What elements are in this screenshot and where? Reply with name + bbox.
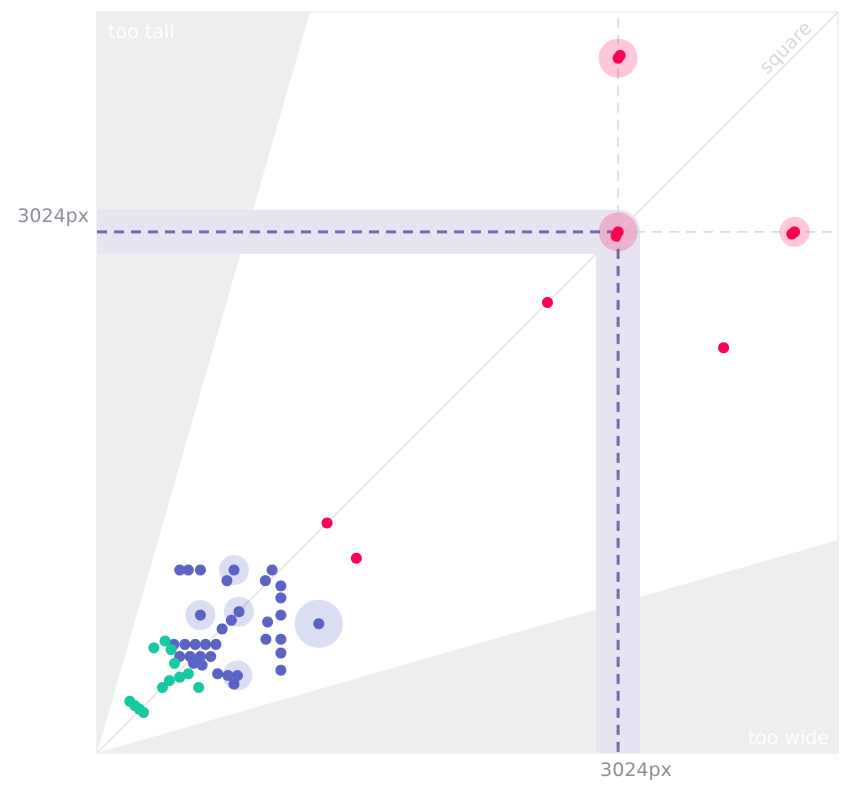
data-point-blue-33[interactable] (275, 647, 287, 659)
data-point-blue-10[interactable] (233, 606, 245, 618)
data-point-green-2[interactable] (165, 644, 177, 656)
data-point-blue-11[interactable] (225, 614, 237, 626)
data-point-blue-12[interactable] (194, 609, 206, 621)
data-point-blue-32[interactable] (275, 633, 287, 645)
data-point-blue-14[interactable] (262, 616, 274, 628)
data-point-blue-9[interactable] (275, 609, 287, 621)
data-point-red-9[interactable] (350, 552, 362, 564)
data-point-green-12[interactable] (138, 707, 150, 719)
data-point-blue-3[interactable] (228, 564, 240, 576)
data-point-green-5[interactable] (174, 671, 186, 683)
data-point-blue-31[interactable] (260, 633, 272, 645)
data-point-blue-29[interactable] (231, 669, 243, 681)
data-point-blue-7[interactable] (275, 580, 287, 592)
data-point-blue-15[interactable] (313, 618, 325, 630)
data-point-blue-2[interactable] (194, 564, 206, 576)
point-dots (124, 49, 801, 719)
data-point-red-5[interactable] (786, 228, 798, 240)
data-point-red-7[interactable] (718, 342, 730, 354)
data-point-green-7[interactable] (156, 682, 168, 694)
data-point-blue-8[interactable] (275, 592, 287, 604)
too-wide-region (97, 540, 838, 753)
data-point-blue-23[interactable] (194, 650, 206, 662)
too-tall-label: too tall (108, 21, 174, 43)
data-point-blue-28[interactable] (222, 669, 234, 681)
data-point-blue-6[interactable] (259, 575, 271, 587)
data-point-red-3[interactable] (610, 230, 622, 242)
data-point-blue-25[interactable] (188, 657, 200, 669)
data-point-red-1[interactable] (614, 49, 626, 61)
reference-y-label: 3024px (17, 205, 89, 227)
data-point-red-8[interactable] (321, 517, 333, 529)
data-point-blue-26[interactable] (196, 659, 208, 671)
data-point-blue-24[interactable] (205, 650, 217, 662)
data-point-blue-30[interactable] (228, 678, 240, 690)
data-point-blue-1[interactable] (182, 564, 194, 576)
data-point-blue-34[interactable] (275, 664, 287, 676)
data-point-blue-19[interactable] (200, 638, 212, 650)
data-point-green-8[interactable] (193, 682, 205, 694)
data-point-blue-17[interactable] (179, 638, 191, 650)
data-point-blue-20[interactable] (210, 638, 222, 650)
reference-guides (97, 12, 838, 753)
too-tall-region (97, 12, 310, 753)
data-point-red-6[interactable] (541, 297, 553, 309)
data-points (124, 38, 810, 719)
data-point-green-4[interactable] (182, 668, 194, 680)
data-point-green-0[interactable] (148, 642, 160, 654)
data-point-blue-0[interactable] (174, 564, 186, 576)
data-point-green-6[interactable] (163, 675, 175, 687)
data-point-green-3[interactable] (169, 657, 181, 669)
data-point-green-1[interactable] (159, 635, 171, 647)
data-point-blue-13[interactable] (216, 623, 228, 635)
data-point-blue-4[interactable] (221, 575, 233, 587)
reference-x-label: 3024px (600, 759, 672, 781)
data-point-blue-18[interactable] (189, 638, 201, 650)
data-point-blue-27[interactable] (212, 668, 224, 680)
too-wide-label: too wide (748, 727, 829, 749)
data-point-blue-5[interactable] (266, 564, 278, 576)
